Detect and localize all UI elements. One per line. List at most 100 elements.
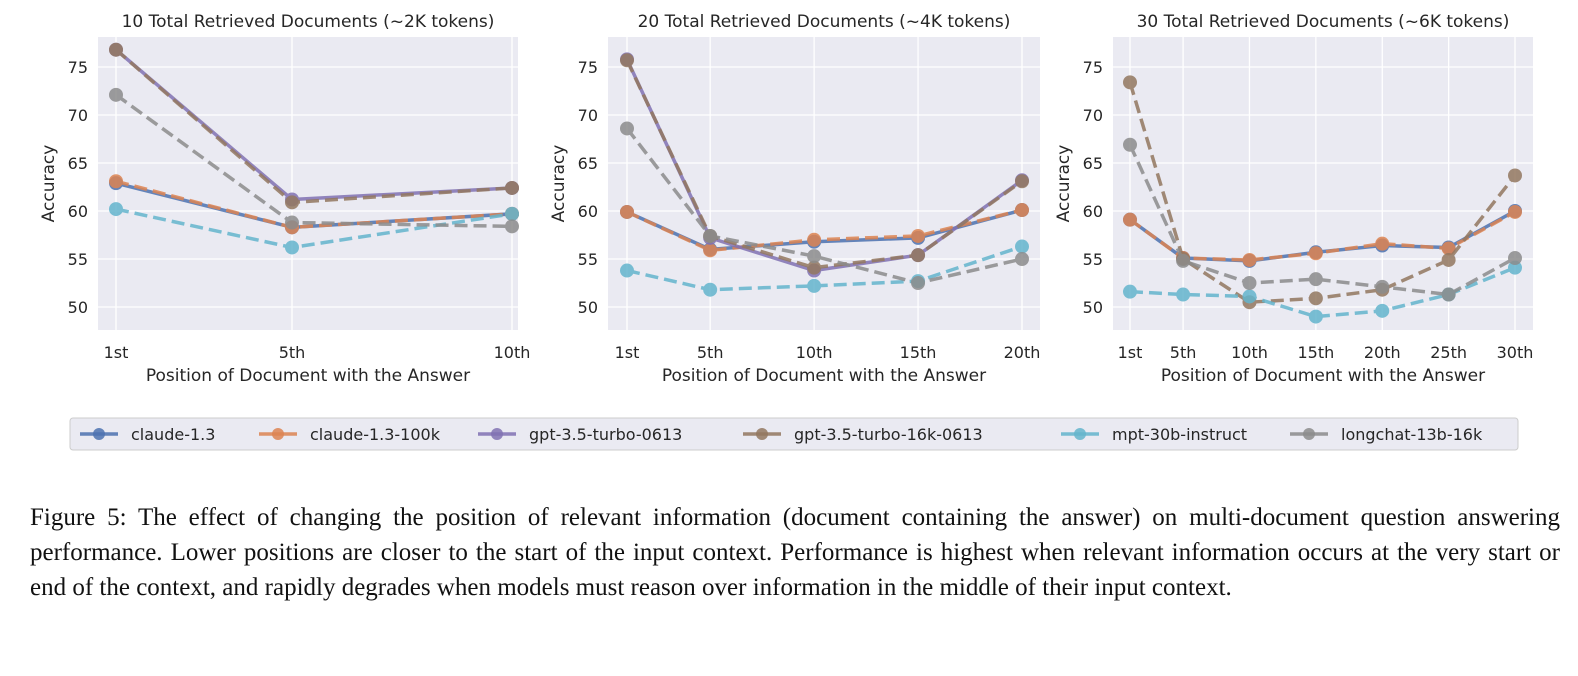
y-tick-label: 65 bbox=[1083, 154, 1103, 173]
data-point bbox=[620, 53, 634, 68]
series-claude-1.3-100k bbox=[620, 203, 1029, 258]
data-point bbox=[1375, 279, 1390, 294]
y-tick-label: 65 bbox=[68, 154, 88, 173]
data-point bbox=[1508, 168, 1522, 183]
x-tick-label: 5th bbox=[697, 343, 724, 362]
legend-marker bbox=[1074, 428, 1086, 440]
data-point bbox=[1441, 241, 1456, 256]
data-point bbox=[807, 260, 822, 275]
x-tick-label: 15th bbox=[900, 343, 937, 362]
data-point bbox=[1015, 252, 1029, 266]
y-tick-label: 50 bbox=[68, 298, 88, 317]
data-point bbox=[1508, 204, 1522, 219]
data-point bbox=[620, 263, 634, 278]
data-point bbox=[911, 228, 926, 243]
y-tick-label: 60 bbox=[68, 202, 88, 221]
y-tick-label: 60 bbox=[578, 202, 598, 221]
y-tick-label: 75 bbox=[1083, 58, 1103, 77]
x-axis-label: Position of Document with the Answer bbox=[662, 366, 986, 386]
data-point bbox=[109, 87, 123, 102]
data-point bbox=[703, 282, 718, 297]
x-tick-label: 30th bbox=[1497, 343, 1534, 362]
legend-label: claude-1.3 bbox=[131, 425, 215, 444]
x-tick-label: 25th bbox=[1430, 343, 1467, 362]
data-point bbox=[285, 215, 299, 230]
x-tick-label: 1st bbox=[615, 343, 640, 362]
data-point bbox=[911, 248, 926, 263]
data-point bbox=[1123, 137, 1137, 152]
legend-entry: claude-1.3 bbox=[80, 425, 215, 444]
data-point bbox=[1176, 253, 1191, 268]
y-axis-label: Accuracy bbox=[1054, 145, 1074, 223]
chart-title: 10 Total Retrieved Documents (~2K tokens… bbox=[122, 12, 495, 32]
y-tick-label: 65 bbox=[578, 154, 598, 173]
x-tick-label: 1st bbox=[1118, 343, 1143, 362]
chart-panel-3: 50 55 60 65 70 75 1st 5th 10th 15th 20th 25th 30th 30… bbox=[1054, 12, 1533, 386]
legend-entry: gpt-3.5-turbo-16k-0613 bbox=[743, 425, 983, 444]
y-tick-label: 60 bbox=[1083, 202, 1103, 221]
series-line bbox=[626, 244, 1023, 292]
data-point bbox=[620, 204, 634, 219]
x-axis-label: Position of Document with the Answer bbox=[1161, 366, 1485, 386]
y-tick-label: 55 bbox=[578, 250, 598, 269]
data-point bbox=[1176, 287, 1191, 302]
data-point bbox=[703, 228, 718, 243]
data-point bbox=[1308, 246, 1323, 261]
data-point bbox=[109, 202, 123, 217]
y-tick-label: 50 bbox=[1083, 298, 1103, 317]
series-gpt-3.5-turbo-16k-0613 bbox=[109, 42, 519, 210]
data-point bbox=[1308, 309, 1323, 324]
x-tick-label: 20th bbox=[1004, 343, 1041, 362]
x-tick-label: 10th bbox=[796, 343, 833, 362]
data-point bbox=[1308, 291, 1323, 306]
legend-label: claude-1.3-100k bbox=[310, 425, 441, 444]
legend-marker bbox=[272, 428, 284, 440]
series-longchat-13b-16k bbox=[620, 121, 1029, 290]
data-point bbox=[285, 240, 299, 255]
legend-label: longchat-13b-16k bbox=[1341, 425, 1483, 444]
y-tick-label: 55 bbox=[68, 250, 88, 269]
data-point bbox=[1242, 289, 1257, 304]
data-point bbox=[1508, 251, 1522, 266]
data-point bbox=[1375, 236, 1390, 251]
data-point bbox=[1242, 252, 1257, 267]
plot-background bbox=[608, 37, 1040, 330]
data-point bbox=[807, 278, 822, 293]
data-point bbox=[1123, 284, 1137, 299]
data-point bbox=[1441, 287, 1456, 302]
data-point bbox=[807, 249, 822, 264]
data-point bbox=[1375, 303, 1390, 318]
legend-marker bbox=[1303, 428, 1315, 440]
y-tick-label: 75 bbox=[68, 58, 88, 77]
legend-marker bbox=[756, 428, 768, 440]
chart-panel-1: 50 55 60 65 70 75 1st 5th 10th 10 Total Retrieved… bbox=[39, 12, 530, 386]
y-tick-label: 70 bbox=[578, 106, 598, 125]
legend-entry: claude-1.3-100k bbox=[259, 425, 441, 444]
x-tick-label: 5th bbox=[279, 343, 306, 362]
x-tick-label: 15th bbox=[1297, 343, 1334, 362]
data-point bbox=[1015, 203, 1029, 218]
data-point bbox=[1441, 252, 1456, 267]
x-tick-label: 5th bbox=[1170, 343, 1197, 362]
legend-label: gpt-3.5-turbo-16k-0613 bbox=[794, 425, 983, 444]
chart-title: 20 Total Retrieved Documents (~4K tokens… bbox=[638, 12, 1011, 32]
y-tick-label: 70 bbox=[1083, 106, 1103, 125]
data-point bbox=[1308, 272, 1323, 287]
x-axis-label: Position of Document with the Answer bbox=[146, 366, 470, 386]
y-tick-label: 70 bbox=[68, 106, 88, 125]
data-point bbox=[505, 206, 519, 221]
y-tick-label: 50 bbox=[578, 298, 598, 317]
figure: 50 55 60 65 70 75 1st 5th 10th 10 Total Retrieved… bbox=[39, 12, 1533, 451]
data-point bbox=[911, 276, 926, 290]
data-point bbox=[807, 232, 822, 247]
figure-caption: Figure 5: The effect of changing the pos… bbox=[30, 504, 1560, 601]
y-axis-label: Accuracy bbox=[39, 145, 59, 223]
legend-label: mpt-30b-instruct bbox=[1112, 425, 1247, 444]
data-point bbox=[1508, 260, 1522, 275]
y-axis-label: Accuracy bbox=[549, 145, 569, 223]
data-point bbox=[1242, 276, 1257, 290]
y-tick-label: 55 bbox=[1083, 250, 1103, 269]
plot-background bbox=[98, 37, 518, 330]
legend-label: gpt-3.5-turbo-0613 bbox=[529, 425, 682, 444]
data-point bbox=[285, 195, 299, 210]
